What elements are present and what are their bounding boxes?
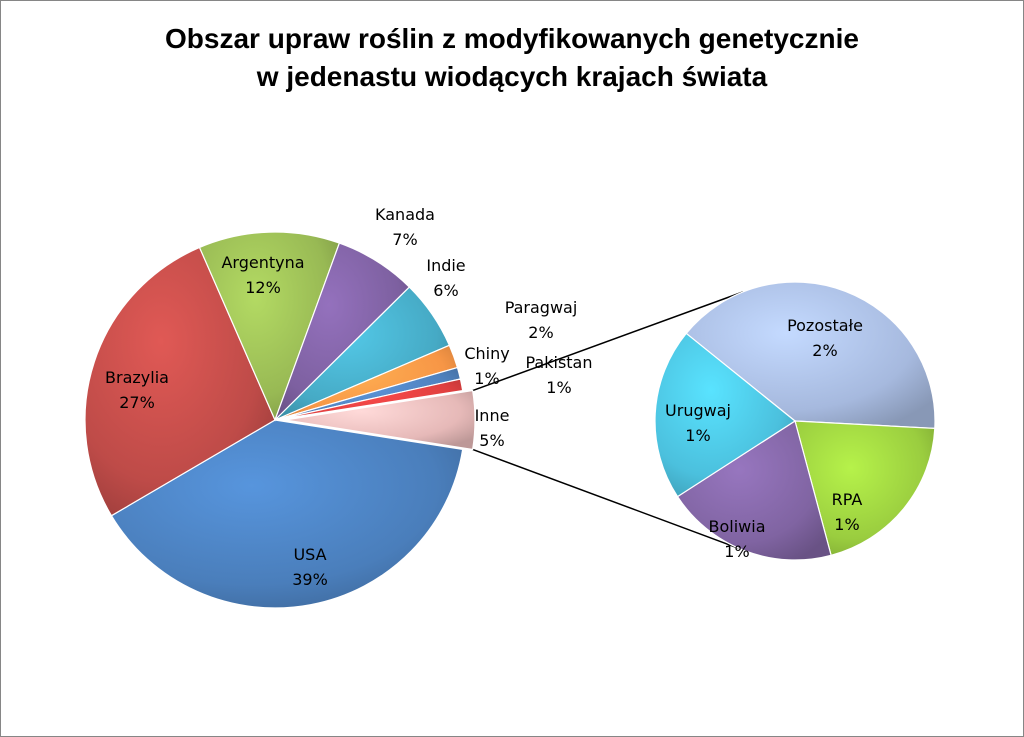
data-label-value-indie: 6% — [433, 281, 458, 300]
data-label-value-brazylia: 27% — [119, 393, 155, 412]
data-label-name-indie: Indie — [426, 256, 465, 275]
data-label-name-paragwaj: Paragwaj — [505, 298, 578, 317]
data-label-value-paragwaj: 2% — [528, 323, 553, 342]
connector-lines — [472, 291, 744, 550]
pie-slice-inne — [284, 389, 476, 451]
data-label-name-argentyna: Argentyna — [221, 253, 304, 272]
data-label-name-inne: Inne — [475, 406, 510, 425]
chart-title-line-2: w jedenastu wiodących krajach świata — [256, 61, 768, 92]
data-label-value-urugwaj: 1% — [685, 426, 710, 445]
data-label-value-argentyna: 12% — [245, 278, 281, 297]
data-labels: USA 39% Brazylia 27% Argentyna 12% Kanada 7% Ind… — [105, 205, 863, 589]
data-label-name-kanada: Kanada — [375, 205, 435, 224]
main-pie — [84, 231, 476, 609]
data-label-value-boliwia: 1% — [724, 542, 749, 561]
data-label-name-usa: USA — [293, 545, 326, 564]
secondary-slice-pozostale — [685, 281, 936, 430]
data-label-name-pakistan: Pakistan — [526, 353, 593, 372]
data-label-value-inne: 5% — [479, 431, 504, 450]
data-label-name-chiny: Chiny — [464, 344, 509, 363]
connector-line-bottom — [472, 448, 740, 550]
data-label-value-kanada: 7% — [392, 230, 417, 249]
pie-slice-brazylia — [84, 246, 276, 517]
secondary-pie — [654, 281, 936, 561]
chart-title: Obszar upraw roślin z modyfikowanych gen… — [0, 20, 1024, 96]
data-label-value-chiny: 1% — [474, 369, 499, 388]
pie-slice-pakistan — [274, 378, 464, 421]
connector-line-top — [472, 291, 744, 392]
data-label-value-rpa: 1% — [834, 515, 859, 534]
data-label-name-boliwia: Boliwia — [709, 517, 766, 536]
pie-slice-argentyna — [198, 231, 341, 422]
data-label-name-pozostale: Pozostałe — [787, 316, 863, 335]
data-label-name-rpa: RPA — [832, 490, 863, 509]
chart-title-line-1: Obszar upraw roślin z modyfikowanych gen… — [165, 23, 859, 54]
secondary-slice-boliwia — [676, 420, 832, 561]
data-label-value-pakistan: 1% — [546, 378, 571, 397]
data-label-name-brazylia: Brazylia — [105, 368, 169, 387]
data-label-value-pozostale: 2% — [812, 341, 837, 360]
data-label-value-usa: 39% — [292, 570, 328, 589]
pie-slice-usa — [110, 419, 464, 609]
secondary-slice-urugwaj — [654, 332, 797, 498]
data-label-name-urugwaj: Urugwaj — [665, 401, 731, 420]
secondary-slice-rpa — [794, 420, 936, 557]
